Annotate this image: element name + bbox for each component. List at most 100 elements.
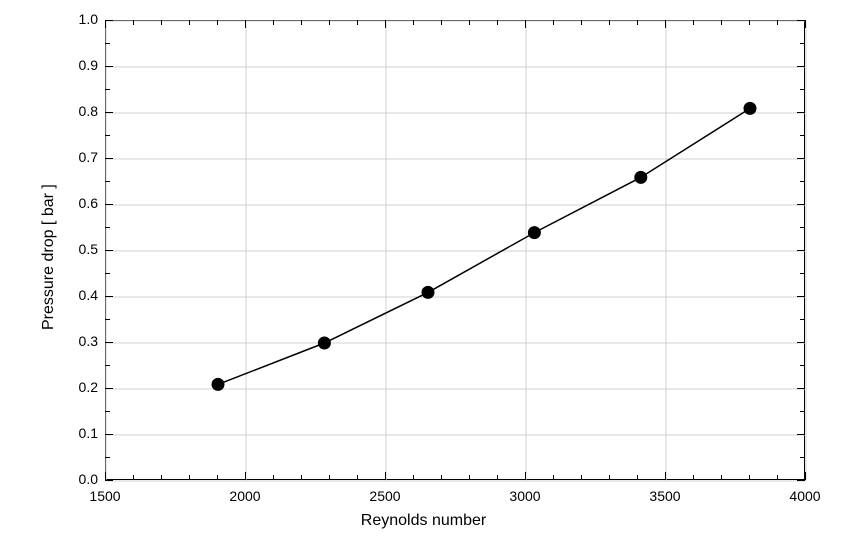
tick-mark: [797, 112, 805, 113]
y-axis-label: Pressure drop [ bar ]: [40, 184, 58, 330]
data-point: [744, 102, 756, 114]
tick-label: 0.2: [60, 379, 98, 395]
tick-mark: [609, 20, 610, 25]
tick-mark: [105, 342, 113, 343]
tick-mark: [441, 20, 442, 25]
tick-mark: [721, 475, 722, 480]
tick-mark: [777, 475, 778, 480]
tick-mark: [105, 20, 106, 28]
tick-mark: [105, 273, 110, 274]
tick-mark: [105, 296, 113, 297]
tick-mark: [245, 472, 246, 480]
tick-mark: [665, 20, 666, 28]
tick-label: 2000: [215, 488, 275, 504]
tick-mark: [105, 112, 113, 113]
tick-mark: [273, 475, 274, 480]
tick-label: 0.7: [60, 149, 98, 165]
tick-mark: [301, 475, 302, 480]
tick-mark: [217, 475, 218, 480]
tick-mark: [189, 20, 190, 25]
tick-mark: [133, 20, 134, 25]
tick-mark: [805, 20, 806, 28]
tick-mark: [777, 20, 778, 25]
tick-mark: [497, 475, 498, 480]
tick-mark: [800, 411, 805, 412]
tick-mark: [497, 20, 498, 25]
tick-mark: [797, 66, 805, 67]
tick-mark: [105, 227, 110, 228]
tick-mark: [189, 475, 190, 480]
tick-mark: [105, 365, 110, 366]
tick-mark: [800, 135, 805, 136]
tick-mark: [217, 20, 218, 25]
tick-mark: [105, 388, 113, 389]
tick-mark: [469, 20, 470, 25]
tick-mark: [797, 434, 805, 435]
tick-mark: [385, 472, 386, 480]
tick-mark: [105, 89, 110, 90]
tick-mark: [105, 319, 110, 320]
tick-label: 0.1: [60, 425, 98, 441]
tick-mark: [581, 20, 582, 25]
tick-mark: [245, 20, 246, 28]
tick-mark: [357, 20, 358, 25]
tick-mark: [800, 89, 805, 90]
tick-mark: [161, 475, 162, 480]
tick-mark: [749, 20, 750, 25]
tick-mark: [800, 227, 805, 228]
tick-mark: [797, 250, 805, 251]
tick-mark: [609, 475, 610, 480]
tick-mark: [553, 20, 554, 25]
tick-mark: [581, 475, 582, 480]
tick-label: 0.3: [60, 333, 98, 349]
tick-mark: [105, 411, 110, 412]
data-point: [635, 171, 647, 183]
tick-mark: [441, 475, 442, 480]
tick-mark: [800, 365, 805, 366]
tick-label: 0.4: [60, 287, 98, 303]
tick-mark: [105, 181, 110, 182]
tick-mark: [105, 43, 110, 44]
tick-mark: [637, 475, 638, 480]
tick-label: 1500: [75, 488, 135, 504]
tick-mark: [105, 250, 113, 251]
tick-mark: [693, 475, 694, 480]
tick-mark: [721, 20, 722, 25]
tick-mark: [329, 20, 330, 25]
tick-mark: [800, 181, 805, 182]
tick-mark: [525, 472, 526, 480]
x-axis-label: Reynolds number: [0, 512, 847, 530]
tick-mark: [105, 20, 113, 21]
data-point: [318, 337, 330, 349]
tick-mark: [105, 457, 110, 458]
tick-mark: [637, 20, 638, 25]
tick-mark: [797, 158, 805, 159]
tick-mark: [105, 158, 113, 159]
tick-mark: [413, 475, 414, 480]
tick-label: 0.9: [60, 57, 98, 73]
tick-mark: [133, 475, 134, 480]
tick-label: 2500: [355, 488, 415, 504]
plot-svg: [106, 21, 806, 481]
tick-mark: [385, 20, 386, 28]
tick-mark: [665, 472, 666, 480]
data-point: [212, 378, 224, 390]
data-point: [422, 286, 434, 298]
tick-mark: [797, 204, 805, 205]
tick-label: 4000: [775, 488, 835, 504]
tick-label: 0.6: [60, 195, 98, 211]
tick-mark: [749, 475, 750, 480]
tick-mark: [105, 66, 113, 67]
tick-mark: [805, 472, 806, 480]
tick-mark: [273, 20, 274, 25]
tick-mark: [693, 20, 694, 25]
tick-mark: [105, 135, 110, 136]
plot-area: [105, 20, 805, 480]
chart-canvas: 1500200025003000350040000.00.10.20.30.40…: [0, 0, 847, 550]
tick-label: 0.8: [60, 103, 98, 119]
tick-mark: [797, 480, 805, 481]
tick-mark: [413, 20, 414, 25]
tick-label: 3500: [635, 488, 695, 504]
tick-mark: [329, 475, 330, 480]
tick-mark: [301, 20, 302, 25]
